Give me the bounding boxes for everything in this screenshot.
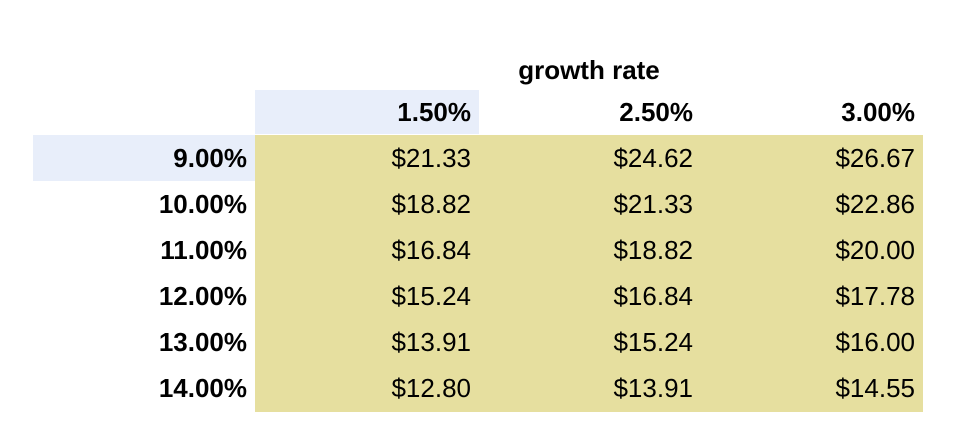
table-cell[interactable]: $13.91: [391, 326, 471, 357]
table-cell[interactable]: $16.84: [613, 280, 693, 311]
row-header-3[interactable]: 11.00%: [160, 234, 247, 265]
row-header-2[interactable]: 10.00%: [158, 188, 247, 219]
table-cell[interactable]: $18.82: [613, 234, 693, 265]
table-cell[interactable]: $20.00: [835, 234, 915, 265]
table-cell[interactable]: $24.62: [613, 142, 693, 173]
column-header-2[interactable]: 2.50%: [619, 96, 693, 127]
table-cell[interactable]: $13.91: [613, 372, 693, 403]
row-header-6[interactable]: 14.00%: [158, 372, 247, 403]
table-cell[interactable]: $16.84: [391, 234, 471, 265]
table-cell[interactable]: $26.67: [835, 142, 915, 173]
table-cell[interactable]: $14.55: [835, 372, 915, 403]
column-header-1[interactable]: 1.50%: [255, 90, 479, 134]
table-cell[interactable]: $17.78: [835, 280, 915, 311]
table-cell[interactable]: $12.80: [391, 372, 471, 403]
table-cell[interactable]: $15.24: [391, 280, 471, 311]
column-header-3[interactable]: 3.00%: [841, 96, 915, 127]
row-header-4[interactable]: 12.00%: [158, 280, 247, 311]
data-region: [255, 135, 923, 412]
table-cell[interactable]: $18.82: [391, 188, 471, 219]
row-header-1[interactable]: 9.00%: [33, 135, 255, 181]
table-cell[interactable]: $21.33: [391, 142, 471, 173]
table-title: growth rate: [518, 54, 660, 85]
table-cell[interactable]: $22.86: [835, 188, 915, 219]
row-header-5[interactable]: 13.00%: [158, 326, 247, 357]
table-cell[interactable]: $16.00: [835, 326, 915, 357]
table-cell[interactable]: $15.24: [613, 326, 693, 357]
table-cell[interactable]: $21.33: [613, 188, 693, 219]
